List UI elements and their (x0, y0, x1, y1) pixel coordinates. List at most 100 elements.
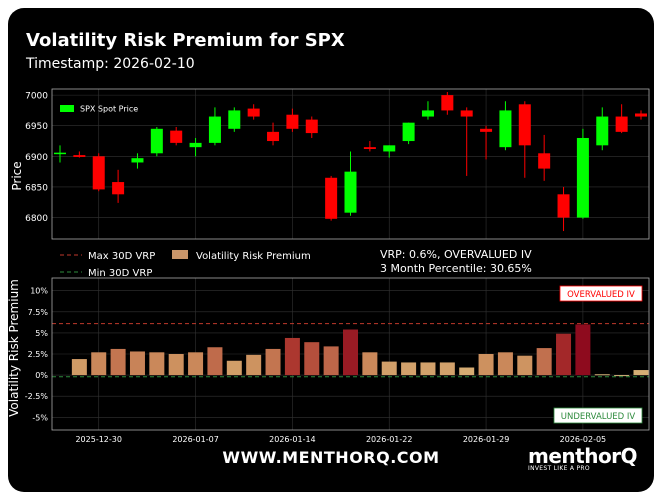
candle (576, 128, 589, 219)
candle-body (73, 155, 86, 157)
vrp-bar (614, 375, 630, 377)
vrp-tick-label: 7.5% (28, 308, 49, 317)
candle-body (267, 131, 280, 142)
chart-title: Volatility Risk Premium for SPX (26, 30, 345, 51)
candle (325, 175, 338, 221)
candle (402, 122, 415, 145)
vrp-bar (188, 352, 204, 376)
vrp-bar (594, 374, 610, 376)
vrp-x-tick-label: 2026-01-14 (269, 435, 316, 444)
candle (421, 101, 434, 120)
candle (208, 107, 221, 146)
vrp-bar (284, 337, 300, 376)
candle (499, 101, 512, 151)
vrp-bar (459, 367, 475, 376)
candle-body (228, 110, 241, 129)
candle-body (92, 156, 105, 190)
candle (480, 125, 493, 160)
vrp-bar (478, 354, 494, 376)
vrp-bar (536, 348, 552, 376)
candle (538, 134, 551, 181)
candle (267, 122, 280, 146)
candle (92, 153, 105, 192)
vrp-x-tick-label: 2026-02-05 (560, 435, 607, 444)
candle-body (499, 110, 512, 148)
vrp-bar (497, 352, 513, 376)
price-tick-label: 6800 (25, 214, 48, 224)
card: Volatility Risk Premium for SPX Timestam… (8, 8, 654, 492)
candle-body (54, 152, 66, 155)
candle (557, 186, 570, 232)
candle (615, 104, 628, 134)
legend-label-max: Max 30D VRP (88, 251, 155, 262)
legend-swatch-spx (60, 105, 74, 112)
candle (228, 107, 241, 132)
vrp-tick-label: 2.5% (28, 350, 49, 359)
vrp-bar (556, 333, 572, 376)
vrp-bar (207, 347, 223, 376)
timestamp: Timestamp: 2026-02-10 (26, 56, 195, 72)
candle-body (596, 116, 609, 146)
vrp-bar (575, 324, 591, 376)
vrp-bar (517, 355, 533, 376)
footer-url[interactable]: WWW.MENTHORQ.COM (222, 448, 440, 467)
candle-body (325, 177, 338, 219)
vrp-bar (149, 352, 165, 376)
vrp-bar (304, 342, 320, 376)
vrp-bar (323, 346, 339, 376)
vrp-status: VRP: 0.6%, OVERVALUED IV (380, 248, 532, 261)
vrp-bar (381, 361, 397, 376)
price-tick-label: 7000 (25, 92, 48, 102)
vrp-tick-label: -5% (32, 413, 48, 422)
candle (189, 137, 202, 157)
price-plot-frame (51, 88, 650, 240)
vrp-x-tick-label: 2025-12-30 (75, 435, 122, 444)
candle-body (170, 130, 183, 143)
candle-body (189, 142, 202, 148)
legend-label-min: Min 30D VRP (88, 268, 152, 279)
candle-body (538, 153, 551, 169)
candle (635, 110, 647, 120)
candle (247, 104, 260, 120)
undervalued-box (553, 407, 643, 424)
candle-body (344, 171, 357, 213)
vrp-bar (343, 329, 358, 376)
price-tick-label: 6900 (25, 153, 48, 163)
candle-body (305, 119, 318, 134)
vrp-tick-label: 10% (30, 287, 48, 296)
candle-body (247, 108, 260, 117)
vrp-chart: Volatility Risk Premium -5% -2.5% 0% 2.5% 5%… (8, 277, 650, 444)
candle-body (150, 128, 163, 154)
brand-logo: menthorQ INVEST LIKE A PRO (528, 444, 638, 472)
candle-body (576, 137, 589, 218)
candle (460, 107, 473, 176)
candle-body (441, 95, 454, 111)
price-tick-label: 6950 (25, 122, 48, 132)
vrp-percentile: 3 Month Percentile: 30.65% (380, 262, 532, 275)
vrp-bar (246, 354, 262, 376)
vrp-x-tick-label: 2026-01-07 (172, 435, 219, 444)
overvalued-label: OVERVALUED IV (567, 290, 635, 300)
candle-body (383, 145, 396, 152)
candle (131, 153, 144, 169)
candle-body (635, 113, 647, 117)
legend-label-vrp: Volatility Risk Premium (196, 251, 311, 262)
vrp-bar (439, 362, 455, 376)
candle (383, 145, 396, 158)
candle-body (286, 114, 299, 129)
candle-body (557, 194, 570, 218)
candle (54, 145, 66, 163)
vrp-bar (168, 354, 184, 376)
candle (286, 108, 299, 132)
candle (150, 126, 163, 157)
candle-body (131, 158, 144, 163)
vrp-tick-label: 5% (35, 329, 48, 338)
candle-body (518, 104, 531, 146)
price-tick-label: 6850 (25, 183, 48, 193)
candle-body (363, 147, 376, 149)
candle-body (460, 110, 473, 117)
candle (73, 151, 86, 158)
vrp-plot-frame (51, 277, 650, 431)
candle-body (480, 128, 493, 132)
price-chart: Price 6800 6850 6900 6950 7000 SPX Spot Pric… (10, 88, 650, 279)
